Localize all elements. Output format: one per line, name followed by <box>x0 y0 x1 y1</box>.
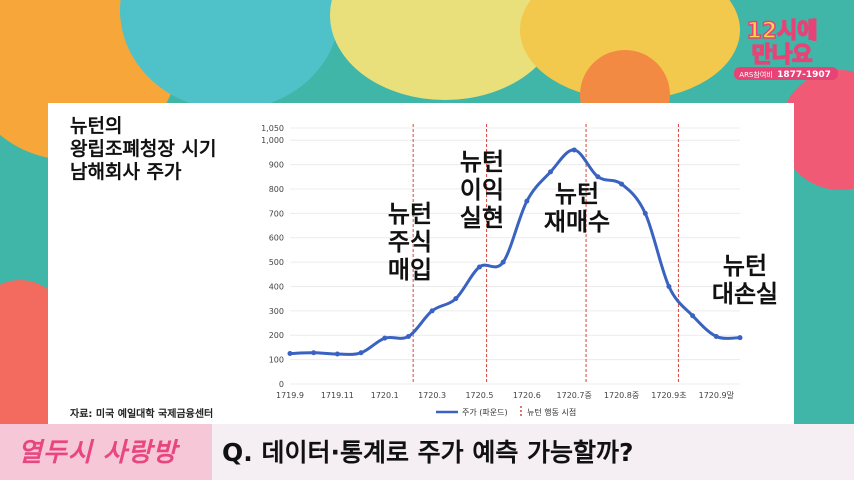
data-point <box>619 181 625 187</box>
data-point <box>453 296 459 302</box>
data-point <box>737 335 743 341</box>
data-point <box>358 350 364 356</box>
event-label: 실현 <box>460 204 504 232</box>
logo-line2: 만나요 <box>752 43 813 68</box>
x-tick-label: 1720.1 <box>371 391 399 400</box>
title-line: 뉴턴의 <box>70 115 123 137</box>
logo-phone: 1877-1907 <box>777 70 831 80</box>
data-point <box>571 147 577 153</box>
y-tick-label: 800 <box>269 185 284 194</box>
data-point <box>500 259 506 265</box>
y-tick-label: 0 <box>279 380 284 389</box>
data-point <box>690 313 696 319</box>
y-tick-label: 100 <box>269 356 284 365</box>
x-tick-label: 1720.7중 <box>557 391 592 400</box>
legend-event-label: 뉴턴 행동 시점 <box>527 407 576 417</box>
x-tick-label: 1720.9초 <box>651 391 686 400</box>
logo-ars: ARS참여비 <box>739 70 772 79</box>
data-point <box>524 198 530 204</box>
x-tick-label: 1720.5 <box>465 391 493 400</box>
caption-question: Q. 데이터·통계로 주가 예측 가능할까? <box>222 438 634 467</box>
data-point <box>666 283 672 289</box>
data-point <box>548 169 554 175</box>
event-label: 뉴턴 <box>723 252 767 280</box>
event-label: 뉴턴 <box>460 148 504 176</box>
y-tick-label: 1,000 <box>261 136 284 145</box>
data-point <box>476 264 482 270</box>
data-point <box>405 333 411 339</box>
event-label: 매입 <box>388 256 432 284</box>
x-tick-label: 1720.3 <box>418 391 446 400</box>
event-label: 뉴턴 <box>555 180 599 208</box>
event-label: 대손실 <box>712 280 778 308</box>
event-label: 이익 <box>460 176 504 204</box>
y-tick-label: 500 <box>269 258 284 267</box>
y-tick-label: 1,050 <box>261 124 284 133</box>
price-line <box>289 148 741 356</box>
logo-line1: 12시에 <box>746 19 817 44</box>
y-tick-label: 400 <box>269 282 284 291</box>
data-point <box>311 350 317 356</box>
data-point <box>287 351 293 357</box>
x-tick-label: 1719.11 <box>321 391 354 400</box>
legend-series-label: 주가 (파운드) <box>462 408 508 417</box>
source-note: 자료: 미국 예일대학 국제금융센터 <box>70 409 214 420</box>
y-tick-label: 600 <box>269 234 284 243</box>
segment-logo-box <box>0 424 212 480</box>
data-point <box>595 174 601 180</box>
x-tick-label: 1719.9 <box>276 391 304 400</box>
title-line: 왕립조폐청장 시기 <box>70 138 217 160</box>
chart-panel <box>48 103 794 424</box>
event-label: 주식 <box>388 228 432 256</box>
x-tick-label: 1720.6 <box>513 391 541 400</box>
data-point <box>429 308 435 314</box>
title-line: 남해회사 주가 <box>70 161 182 183</box>
y-tick-label: 900 <box>269 161 284 170</box>
program-logo: 12시에 만나요 ARS참여비 1877-1907 <box>716 12 846 80</box>
data-point <box>713 333 719 339</box>
event-label: 뉴턴 <box>388 200 432 228</box>
y-tick-label: 700 <box>269 209 284 218</box>
data-point <box>382 335 388 341</box>
y-tick-label: 300 <box>269 307 284 316</box>
event-label: 재매수 <box>544 208 610 236</box>
y-tick-label: 200 <box>269 331 284 340</box>
chart-title: 뉴턴의 왕립조폐청장 시기 남해회사 주가 <box>70 115 216 184</box>
x-tick-label: 1720.8중 <box>604 391 639 400</box>
x-tick-label: 1720.9말 <box>699 391 735 400</box>
data-point <box>334 351 340 357</box>
segment-logo: 열두시 사랑방 <box>18 438 178 468</box>
data-point <box>642 210 648 216</box>
